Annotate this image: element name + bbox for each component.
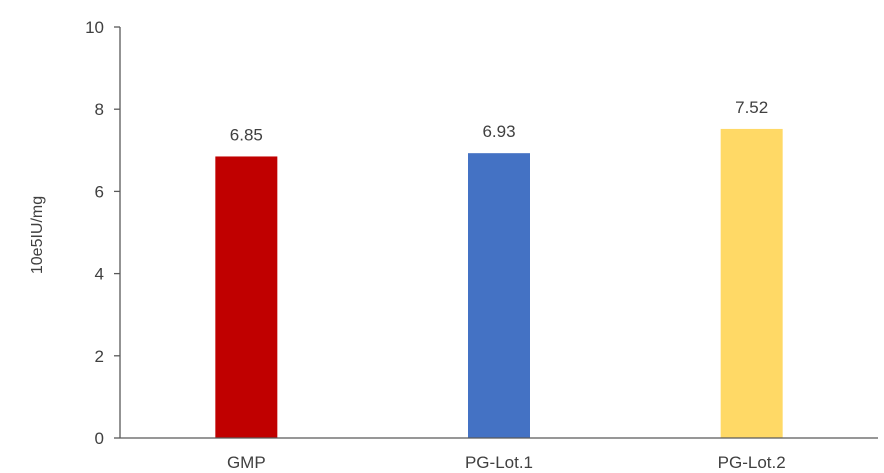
y-tick-label: 0 <box>95 429 104 448</box>
bar-pg-lot-2 <box>720 128 783 439</box>
y-tick-label: 6 <box>95 182 104 201</box>
bar-pg-lot-1 <box>468 153 530 438</box>
data-label: 6.93 <box>482 122 515 141</box>
y-tick-label: 10 <box>85 18 104 37</box>
y-tick-label: 4 <box>95 265 104 284</box>
x-category-label: GMP <box>227 453 266 472</box>
y-tick-label: 8 <box>95 100 104 119</box>
bar-gmp <box>215 156 278 438</box>
y-axis-title: 10e5IU/mg <box>29 196 46 274</box>
data-label: 6.85 <box>230 125 263 144</box>
x-category-label: PG-Lot.1 <box>465 453 533 472</box>
bars <box>215 128 783 439</box>
data-labels: 6.85 6.93 7.52 <box>230 98 768 145</box>
category-labels: GMP PG-Lot.1 PG-Lot.2 <box>227 453 786 472</box>
x-category-label: PG-Lot.2 <box>718 453 786 472</box>
y-axis-ticks: 0 2 4 6 8 10 <box>85 18 120 448</box>
data-label: 7.52 <box>735 98 768 117</box>
y-tick-label: 2 <box>95 347 104 366</box>
